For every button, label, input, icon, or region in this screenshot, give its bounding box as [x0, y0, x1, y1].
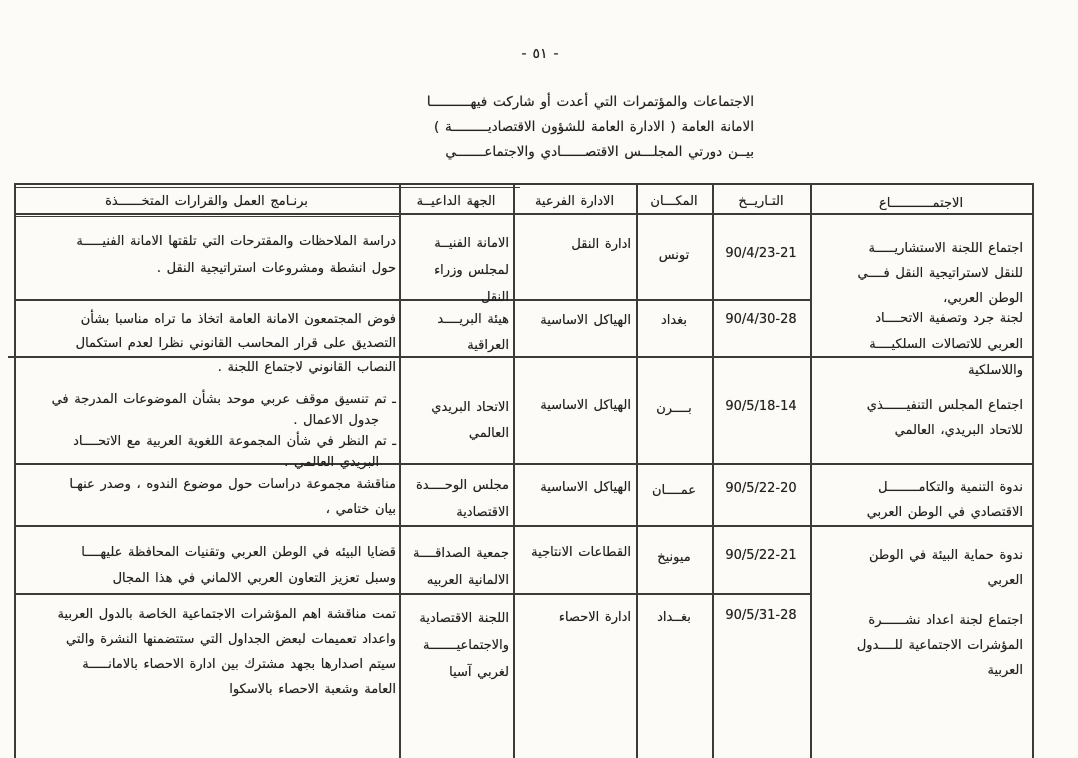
grid-line — [14, 213, 1033, 215]
grid-line — [14, 183, 1033, 185]
grid-line — [513, 183, 515, 758]
grid-line — [14, 463, 1033, 465]
grid-line — [14, 187, 520, 188]
cell-program-row-1: دراسة الملاحظات والمقترحات التي تلقتها ا… — [76, 234, 396, 276]
cell-date-row-4: 90/5/22-20 — [725, 481, 797, 496]
cell-inviting-row-5: جمعية الصداقــــة الالمانية العربيه — [412, 546, 509, 588]
cell-subadmin-row-6: ادارة الاحصاء — [558, 610, 631, 625]
cell-place-row-5: ميونيخ — [657, 550, 691, 565]
cell-inviting-row-6: اللجنة الاقتصادية والاجتماعيـــــــة لغر… — [419, 611, 509, 680]
cell-subadmin-row-3: الهياكل الاساسية — [540, 398, 631, 413]
cell-date-row-6: 90/5/31-28 — [725, 608, 797, 623]
grid-line — [14, 593, 810, 595]
cell-program-row-3: ـ تم تنسيق موقف عربي موحد بشأن الموضوعات… — [51, 392, 396, 470]
cell-meeting-row-4: ندوة التنمية والتكامــــــــل الاقتصادي … — [866, 480, 1023, 520]
cell-subadmin-row-5: القطاعات الانتاجية — [531, 545, 631, 560]
cell-date-row-3: 90/5/18-14 — [725, 399, 797, 414]
grid-line — [14, 299, 810, 301]
grid-line — [8, 356, 1033, 358]
column-header-program: برنـامج العمل والقرارات المتخــــــذة — [105, 194, 308, 209]
grid-line — [14, 525, 1033, 527]
grid-line — [810, 183, 812, 758]
cell-program-row-6: تمت مناقشة اهم المؤشرات الاجتماعية الخاص… — [57, 607, 396, 697]
cell-subadmin-row-4: الهياكل الاساسية — [540, 480, 631, 495]
cell-program-row-4: مناقشة مجموعة دراسات حول موضوع الندوه ، … — [69, 477, 396, 517]
cell-place-row-4: عمــــان — [651, 483, 696, 498]
grid-line — [712, 183, 714, 758]
cell-program-row-2: فوض المجتمعون الامانة العامة اتخاذ ما تر… — [75, 312, 396, 375]
cell-inviting-row-3: الاتحاد البريدي العالمي — [431, 400, 509, 441]
cell-place-row-6: بغــداد — [657, 610, 691, 625]
cell-meeting-row-1: اجتماع اللجنة الاستشاريـــــة للنقل لاست… — [857, 241, 1023, 306]
cell-place-row-2: بغداد — [660, 313, 688, 328]
cell-inviting-row-4: مجلس الوحــــدة الاقتصادية — [415, 478, 509, 520]
cell-meeting-row-3: اجتماع المجلس التنفيــــــذي للاتحاد الب… — [866, 398, 1023, 438]
grid-line — [14, 183, 16, 758]
cell-place-row-3: بــــرن — [656, 401, 692, 416]
cell-subadmin-row-1: ادارة النقل — [571, 237, 631, 252]
cell-date-row-1: 90/4/23-21 — [725, 246, 797, 261]
column-header-place: المكـــان — [650, 194, 698, 209]
column-header-date: التـاريــخ — [738, 194, 784, 209]
column-header-sub-admin: الادارة الفرعية — [534, 194, 615, 209]
cell-meeting-row-6: اجتماع لجنة اعداد نشــــــرة المؤشرات ال… — [856, 613, 1023, 678]
cell-place-row-1: تونس — [658, 248, 690, 263]
cell-subadmin-row-2: الهياكل الاساسية — [540, 313, 631, 328]
cell-meeting-row-2: لجنة جرد وتصفية الاتحــــاد العربي للاتص… — [869, 311, 1023, 378]
cell-inviting-row-2: هيئة البريــــد العراقية — [437, 312, 509, 353]
cell-date-row-5: 90/5/22-21 — [725, 548, 797, 563]
page-number: - ٥١ - — [521, 46, 559, 62]
cell-meeting-row-5: ندوة حماية البيئة في الوطن العربي — [868, 548, 1023, 588]
cell-inviting-row-1: الامانة الفنيــة لمجلس وزراء النقل — [434, 236, 509, 305]
column-header-inviting-body: الجهة الداعيــة — [416, 194, 496, 209]
grid-line — [399, 183, 401, 758]
column-header-meeting: الاجتمـــــــــــاع — [878, 196, 964, 211]
document-title-line-1: الاجتماعات والمؤتمرات التي أعدت أو شاركت… — [426, 94, 754, 110]
cell-date-row-2: 90/4/30-28 — [725, 312, 797, 327]
cell-program-row-5: قضايا البيئه في الوطن العربي وتقنيات الم… — [81, 545, 396, 586]
document-title-line-3: بيــن دورتي المجلـــس الاقتصــــــادي وا… — [445, 144, 754, 160]
document-title-line-2: الامانة العامة ( الادارة العامة للشؤون ا… — [433, 119, 754, 135]
grid-line — [1032, 183, 1034, 758]
grid-line — [636, 183, 638, 758]
grid-line — [14, 216, 399, 217]
